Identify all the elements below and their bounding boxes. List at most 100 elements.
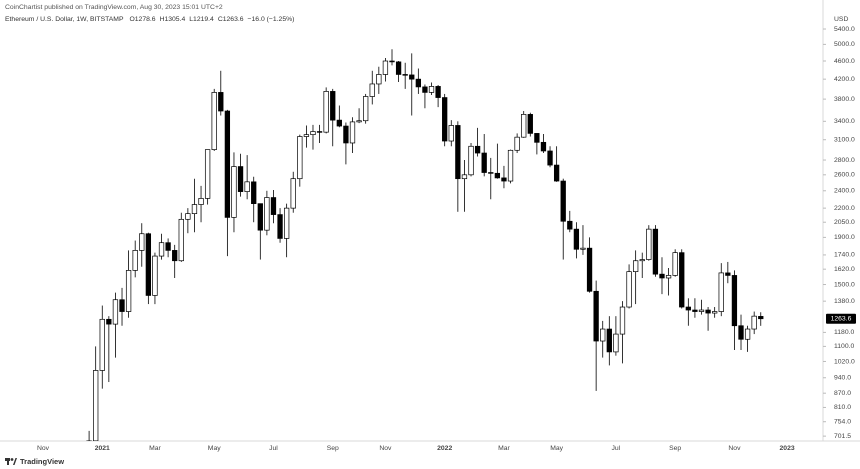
candle-body — [712, 311, 718, 314]
candle-body — [409, 74, 415, 80]
candle-body — [336, 119, 342, 127]
candle-body — [244, 181, 250, 192]
candle-body — [619, 306, 626, 335]
legend-symbol: Ethereum / U.S. Dollar, 1W, BITSTAMP — [5, 16, 124, 23]
candle-body — [639, 259, 645, 262]
candle-body — [363, 96, 369, 122]
candle-body — [93, 370, 99, 441]
candle-body — [685, 306, 691, 311]
y-tick-label: 810.0 — [834, 404, 851, 411]
candle-body — [435, 86, 441, 98]
candle-body — [349, 121, 356, 144]
candle-body — [343, 125, 349, 144]
candle-body — [132, 250, 138, 271]
candle-body — [323, 91, 329, 133]
candle-body — [442, 97, 448, 142]
candle-body — [422, 86, 428, 93]
y-tick-label: 1620.0 — [834, 266, 855, 273]
candle-body — [692, 309, 698, 312]
candle-body — [119, 299, 125, 312]
candle-body — [455, 125, 461, 180]
candle-body — [237, 166, 244, 192]
y-tick-label: 2200.0 — [834, 205, 855, 212]
candle-body — [521, 114, 527, 138]
legend-value: −16.0 (−1.25%) — [248, 16, 295, 23]
x-tick-label: Nov — [379, 445, 392, 452]
candle-body — [139, 233, 145, 251]
candle-body — [145, 233, 152, 296]
y-tick-label: 5400.0 — [834, 26, 855, 33]
candle-body — [632, 260, 639, 273]
candle-body — [725, 272, 731, 276]
candle-body — [494, 172, 501, 179]
candle-body — [382, 60, 389, 75]
footer: TradingView — [20, 457, 64, 466]
candle-body — [264, 197, 270, 231]
x-tick-label: May — [550, 445, 563, 452]
candle-body — [672, 252, 678, 276]
candle-body — [204, 149, 211, 199]
x-tick-label: Nov — [728, 445, 741, 452]
y-tick-label: 2600.0 — [834, 172, 855, 179]
candle-body — [501, 177, 507, 182]
candle-body — [395, 61, 402, 75]
x-tick-label: Mar — [498, 445, 510, 452]
candle-body — [553, 164, 560, 182]
candle-body — [402, 74, 408, 76]
candle-body — [303, 134, 310, 137]
y-tick-label: 2050.0 — [834, 219, 855, 226]
candle-body — [231, 166, 237, 218]
candle-body — [316, 131, 323, 133]
candle-body — [540, 141, 547, 152]
candle-body — [679, 252, 685, 308]
x-tick-label: Mar — [149, 445, 161, 452]
candle-body — [606, 328, 612, 353]
y-tick-label: 1100.0 — [834, 343, 855, 350]
candle-body — [731, 275, 738, 327]
y-tick-label: 1180.0 — [834, 329, 855, 336]
candle-body — [125, 270, 132, 312]
candle-body — [738, 325, 744, 340]
candle-body — [751, 315, 757, 330]
candle-body — [600, 328, 606, 342]
candle-body — [99, 318, 105, 371]
y-tick-label: 754.0 — [834, 419, 851, 426]
x-tick-label: 2023 — [780, 445, 795, 452]
last-price-tag — [826, 313, 856, 324]
candle-body — [297, 136, 303, 180]
candle-body — [744, 328, 751, 340]
candle-body — [224, 110, 231, 218]
candle-body — [586, 247, 593, 292]
candle-body — [659, 273, 665, 279]
candle-body — [758, 316, 764, 320]
candle-body — [514, 136, 520, 151]
candle-body — [593, 290, 599, 342]
x-tick-label: Sep — [327, 445, 339, 452]
candle-body — [534, 133, 540, 143]
candle-body — [198, 198, 204, 205]
candle-body — [428, 86, 435, 93]
candle-body — [251, 181, 257, 205]
candle-body — [389, 60, 395, 63]
y-tick-label: 2800.0 — [834, 157, 855, 164]
y-tick-label: 3100.0 — [834, 137, 855, 144]
candle-body — [488, 172, 494, 174]
y-tick-label: 5000.0 — [834, 41, 855, 48]
footer-logo — [5, 458, 17, 465]
legend-value: L1219.4 — [189, 16, 214, 23]
candle-body — [580, 247, 586, 250]
y-tick-label: 1900.0 — [834, 234, 855, 241]
legend-value: C1263.6 — [218, 16, 244, 23]
candle-body — [158, 242, 165, 257]
y-tick-label: 1500.0 — [834, 281, 855, 288]
candle-body — [270, 197, 277, 215]
candle-body — [474, 145, 481, 154]
candle-body — [277, 214, 283, 239]
candle-body — [718, 272, 724, 312]
candle-body — [218, 92, 224, 112]
candle-body — [290, 178, 296, 209]
y-tick-label: 870.0 — [834, 390, 851, 397]
candle-body — [211, 92, 217, 150]
y-tick-label: 1380.0 — [834, 298, 855, 305]
y-tick-label: 3800.0 — [834, 96, 855, 103]
